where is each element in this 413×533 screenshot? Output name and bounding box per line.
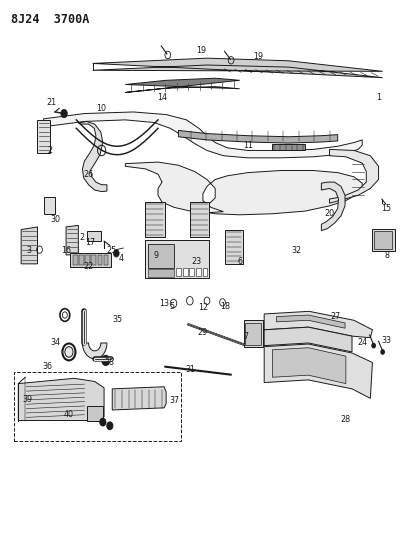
Text: 37: 37 — [169, 397, 179, 406]
Bar — [202, 268, 207, 276]
Bar — [225, 230, 242, 264]
Text: 15: 15 — [381, 204, 391, 213]
Bar — [372, 229, 394, 251]
Polygon shape — [272, 348, 345, 384]
Circle shape — [113, 249, 119, 257]
Bar — [86, 406, 102, 421]
Bar — [195, 268, 200, 276]
Polygon shape — [38, 120, 50, 153]
Bar — [176, 268, 181, 276]
Circle shape — [371, 343, 374, 348]
Text: 38: 38 — [104, 358, 114, 367]
Bar — [91, 255, 96, 265]
Polygon shape — [263, 311, 372, 338]
Text: 3: 3 — [27, 246, 32, 255]
Polygon shape — [263, 327, 351, 352]
Bar — [147, 244, 174, 268]
Text: 8: 8 — [383, 252, 388, 261]
Bar — [189, 268, 194, 276]
Circle shape — [380, 350, 383, 354]
Polygon shape — [82, 343, 107, 359]
Bar — [79, 255, 83, 265]
Bar — [145, 201, 164, 238]
Text: 12: 12 — [197, 303, 207, 312]
Text: 9: 9 — [153, 252, 158, 261]
Text: 39: 39 — [22, 395, 32, 404]
Polygon shape — [112, 387, 166, 410]
Text: 2: 2 — [80, 233, 85, 242]
Polygon shape — [43, 112, 361, 158]
Bar — [243, 320, 263, 346]
Text: 10: 10 — [95, 104, 106, 113]
Polygon shape — [125, 162, 361, 215]
Polygon shape — [18, 378, 104, 421]
Text: 19: 19 — [195, 46, 205, 55]
Text: 26: 26 — [83, 169, 93, 179]
Text: 20: 20 — [324, 209, 334, 218]
Text: 4: 4 — [119, 254, 123, 263]
Text: 6: 6 — [237, 257, 242, 266]
Text: 17: 17 — [85, 238, 95, 247]
Bar — [14, 372, 180, 441]
Text: 18: 18 — [220, 302, 230, 311]
Polygon shape — [125, 78, 239, 92]
Text: 33: 33 — [381, 336, 391, 345]
Text: 8J24  3700A: 8J24 3700A — [11, 13, 89, 26]
Polygon shape — [329, 149, 377, 203]
Text: 5: 5 — [169, 302, 174, 311]
Circle shape — [100, 418, 105, 426]
Polygon shape — [78, 122, 107, 191]
Text: 1: 1 — [375, 93, 380, 102]
Text: 2: 2 — [47, 146, 52, 155]
Text: 40: 40 — [63, 410, 73, 419]
Polygon shape — [272, 143, 304, 150]
Bar — [183, 268, 188, 276]
Bar — [373, 231, 391, 249]
Circle shape — [65, 346, 73, 357]
Bar — [190, 201, 209, 238]
Text: 35: 35 — [112, 315, 122, 324]
Text: 14: 14 — [157, 93, 167, 102]
Polygon shape — [178, 131, 337, 143]
Text: 28: 28 — [340, 415, 350, 424]
Text: 7: 7 — [243, 332, 248, 341]
Bar — [73, 255, 77, 265]
Bar — [145, 240, 209, 278]
Polygon shape — [66, 225, 78, 255]
Polygon shape — [263, 344, 372, 398]
Polygon shape — [276, 315, 344, 328]
Text: 29: 29 — [197, 328, 208, 337]
Bar — [97, 255, 102, 265]
Bar — [103, 255, 108, 265]
Text: 31: 31 — [185, 365, 195, 374]
Bar — [245, 324, 260, 344]
Bar — [70, 253, 111, 266]
Polygon shape — [93, 58, 382, 78]
Circle shape — [61, 109, 67, 118]
Text: 36: 36 — [43, 362, 52, 371]
Polygon shape — [320, 182, 344, 231]
Text: 32: 32 — [291, 246, 301, 255]
Text: 19: 19 — [252, 52, 263, 61]
Text: 30: 30 — [51, 214, 61, 223]
Text: 11: 11 — [242, 141, 252, 150]
Circle shape — [107, 422, 112, 430]
Bar — [147, 269, 174, 277]
Text: 22: 22 — [83, 262, 93, 271]
Text: 34: 34 — [51, 338, 61, 348]
Bar — [86, 231, 100, 241]
Bar — [43, 197, 55, 214]
Circle shape — [101, 355, 109, 366]
Polygon shape — [21, 227, 38, 264]
Text: 23: 23 — [191, 257, 202, 266]
Text: 21: 21 — [47, 99, 57, 108]
Text: 16: 16 — [61, 246, 71, 255]
Bar — [85, 255, 90, 265]
Text: 13: 13 — [159, 299, 169, 308]
Text: 24: 24 — [356, 338, 366, 348]
Text: 27: 27 — [330, 312, 340, 321]
Text: 25: 25 — [106, 246, 116, 255]
